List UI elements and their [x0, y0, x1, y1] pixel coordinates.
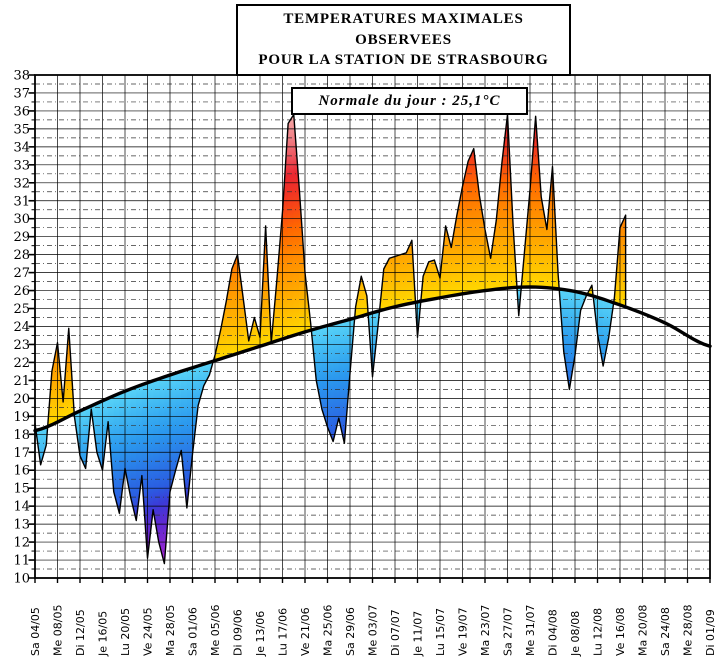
- svg-text:Ma 23/07: Ma 23/07: [479, 605, 492, 656]
- svg-text:13: 13: [13, 518, 30, 533]
- chart-title-box: TEMPERATURES MAXIMALES OBSERVEES POUR LA…: [236, 4, 571, 77]
- svg-text:Me 03/07: Me 03/07: [367, 605, 380, 656]
- svg-text:35: 35: [13, 122, 30, 137]
- svg-text:31: 31: [13, 194, 30, 209]
- svg-text:25: 25: [13, 302, 30, 317]
- svg-text:14: 14: [13, 500, 30, 515]
- svg-text:19: 19: [13, 410, 30, 425]
- svg-text:21: 21: [13, 374, 30, 389]
- svg-text:33: 33: [13, 158, 30, 173]
- chart-title-line2: POUR LA STATION DE STRASBOURG: [258, 52, 549, 69]
- svg-text:18: 18: [13, 428, 30, 443]
- svg-text:26: 26: [13, 284, 30, 299]
- svg-text:Di 09/06: Di 09/06: [232, 609, 245, 656]
- svg-text:Me 08/05: Me 08/05: [52, 605, 65, 656]
- svg-text:Ve 24/05: Ve 24/05: [142, 607, 155, 656]
- svg-text:Me 31/07: Me 31/07: [524, 605, 537, 656]
- svg-text:Ma 28/05: Ma 28/05: [164, 605, 177, 656]
- svg-text:12: 12: [13, 536, 30, 551]
- svg-text:Je 16/05: Je 16/05: [97, 611, 110, 657]
- svg-text:22: 22: [13, 356, 30, 371]
- svg-text:30: 30: [13, 212, 30, 227]
- svg-text:10: 10: [13, 572, 30, 587]
- svg-text:Sa 29/06: Sa 29/06: [344, 607, 357, 656]
- svg-text:38: 38: [13, 69, 30, 84]
- x-axis-labels: Sa 04/05 Me 08/05 Di 12/05 Je 16/05 Lu 20/05…: [29, 605, 715, 657]
- svg-text:36: 36: [13, 104, 30, 119]
- observed-temperature-line: [34, 113, 627, 565]
- svg-text:37: 37: [13, 86, 30, 101]
- svg-text:Je 08/08: Je 08/08: [569, 611, 582, 657]
- normal-of-day-annotation: Normale du jour : 25,1°C: [291, 87, 528, 115]
- svg-text:Ve 19/07: Ve 19/07: [457, 607, 470, 656]
- svg-text:11: 11: [13, 554, 30, 569]
- svg-text:Je 11/07: Je 11/07: [412, 611, 425, 657]
- svg-text:20: 20: [13, 392, 30, 407]
- svg-text:Ve 21/06: Ve 21/06: [299, 607, 312, 656]
- svg-text:Lu 20/05: Lu 20/05: [119, 608, 132, 656]
- svg-text:15: 15: [13, 482, 30, 497]
- svg-text:Sa 01/06: Sa 01/06: [187, 607, 200, 656]
- svg-text:Je 13/06: Je 13/06: [254, 611, 267, 657]
- normal-curve: [33, 285, 712, 433]
- svg-text:Sa 04/05: Sa 04/05: [29, 607, 42, 656]
- svg-text:Di 01/09: Di 01/09: [704, 609, 715, 656]
- svg-text:24: 24: [13, 320, 30, 335]
- axis-ticks: [28, 74, 711, 583]
- svg-text:Ma 20/08: Ma 20/08: [637, 605, 650, 656]
- svg-text:34: 34: [13, 140, 30, 155]
- svg-text:Ma 25/06: Ma 25/06: [322, 605, 335, 656]
- svg-text:Di 04/08: Di 04/08: [547, 609, 560, 656]
- svg-text:23: 23: [13, 338, 30, 353]
- svg-text:Lu 17/06: Lu 17/06: [277, 608, 290, 656]
- svg-text:Di 07/07: Di 07/07: [389, 609, 402, 656]
- svg-text:Lu 12/08: Lu 12/08: [592, 608, 605, 656]
- svg-text:32: 32: [13, 176, 30, 191]
- svg-text:29: 29: [13, 230, 30, 245]
- svg-text:Ve 16/08: Ve 16/08: [614, 607, 627, 656]
- svg-text:Lu 15/07: Lu 15/07: [434, 608, 447, 656]
- svg-text:16: 16: [13, 464, 30, 479]
- svg-text:Sa 27/07: Sa 27/07: [502, 607, 515, 656]
- chart-title-line1: TEMPERATURES MAXIMALES OBSERVEES: [283, 11, 524, 48]
- svg-text:17: 17: [13, 446, 30, 461]
- y-axis-labels: 10 11 12 13 14 15 16 17 18 19 20 21 22 23 24 25 26 27 28 29…: [13, 69, 30, 587]
- svg-text:Di 12/05: Di 12/05: [74, 609, 87, 656]
- svg-text:Sa 24/08: Sa 24/08: [659, 607, 672, 656]
- svg-text:28: 28: [13, 248, 30, 263]
- svg-text:Me 05/06: Me 05/06: [209, 605, 222, 656]
- svg-text:27: 27: [13, 266, 30, 281]
- svg-text:Me 28/08: Me 28/08: [682, 605, 695, 656]
